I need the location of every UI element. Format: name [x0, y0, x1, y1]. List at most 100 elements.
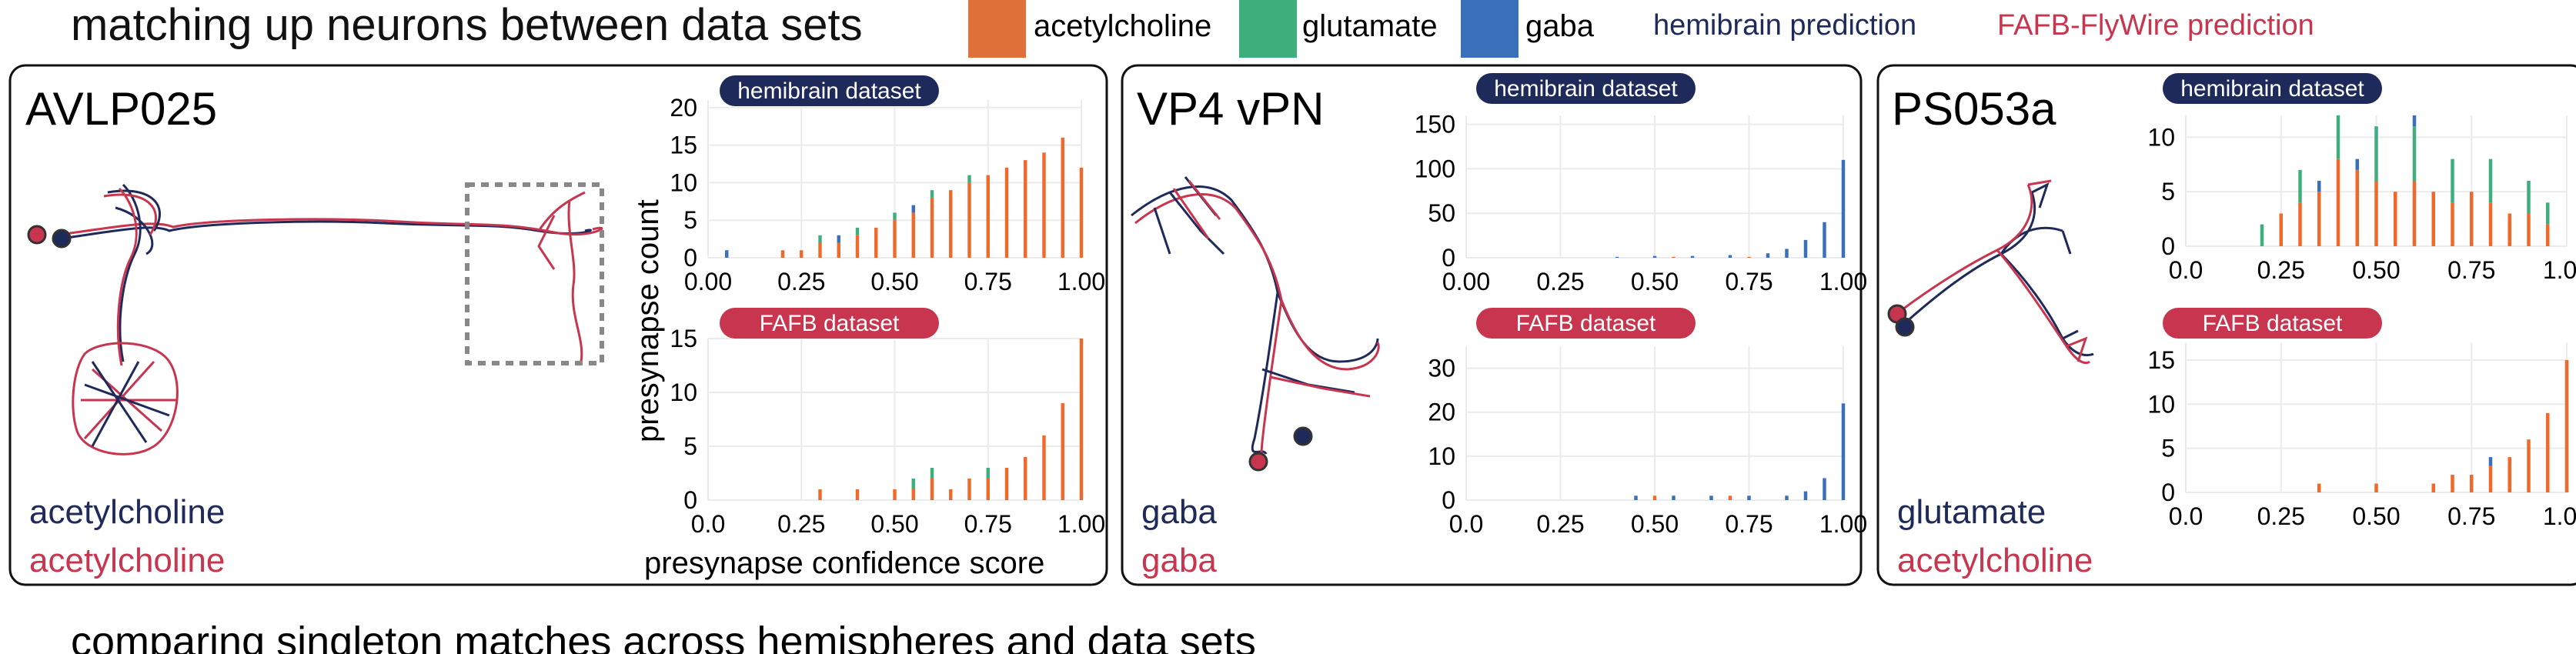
neuron-vp4-hemibrain-arbor [1131, 185, 1379, 455]
bar-acetylcholine [1672, 256, 1676, 258]
neuron-avlp025-fafb-tip [537, 191, 586, 362]
dataset-pill [2163, 73, 2382, 104]
legend-label-glutamate: glutamate [1302, 9, 1438, 43]
bar-acetylcholine [1024, 457, 1027, 500]
bar-acetylcholine [1747, 256, 1751, 258]
bar-glutamate [2336, 115, 2340, 159]
bar-acetylcholine [1042, 435, 1046, 500]
bar-acetylcholine [1004, 468, 1009, 500]
y-tick-label: 0 [1442, 244, 1455, 272]
neuron-ps053a-hemibrain-branch [2031, 182, 2079, 340]
x-tick-label: 0.50 [2352, 256, 2400, 284]
legend-swatch-acetylcholine [968, 0, 1026, 58]
panel-ps053a-hemibrain-prediction: glutamate [1897, 493, 2046, 531]
bar-acetylcholine [967, 479, 971, 500]
bar-acetylcholine [930, 197, 934, 258]
bar-gaba [1785, 249, 1789, 258]
bar-acetylcholine [2546, 412, 2550, 492]
x-tick-label: 0.50 [870, 510, 918, 538]
bar-acetylcholine [855, 489, 860, 500]
bar-acetylcholine [818, 242, 822, 258]
legend-hemibrain-prediction: hemibrain prediction [1653, 9, 1916, 42]
y-tick-label: 15 [670, 325, 697, 352]
y-tick-label: 20 [1428, 399, 1455, 426]
bar-acetylcholine [986, 175, 990, 258]
panel-avlp025-hemibrain-prediction: acetylcholine [29, 493, 225, 531]
panel-vp4-hemibrain-prediction: gaba [1141, 493, 1217, 531]
y-tick-label: 10 [2147, 123, 2175, 151]
y-tick-label: 10 [2147, 390, 2175, 418]
y-tick-label: 0 [1442, 486, 1455, 514]
panel-avlp025-fafb-prediction: acetylcholine [29, 542, 225, 579]
y-tick-label: 10 [670, 379, 697, 406]
bar-acetylcholine [818, 489, 822, 500]
bar-acetylcholine [2470, 475, 2474, 492]
x-tick-label: 0.25 [2257, 256, 2305, 284]
bar-acetylcholine [2374, 483, 2378, 492]
x-tick-label: 0.25 [777, 510, 825, 538]
x-tick-label: 0.00 [684, 268, 732, 295]
bar-acetylcholine [2546, 224, 2550, 246]
transmitter-legend: acetylcholine glutamate gaba hemibrain p… [968, 0, 2314, 58]
panel-vp4-title: VP4 vPN [1137, 83, 1324, 135]
histogram-5: 0.0 0.25 0.50 0.75 1.00 0 5 10 15 FAFB dataset [2147, 308, 2576, 530]
bar-gaba [2412, 115, 2417, 127]
footer-title: comparing singleton matches across hemis… [71, 619, 1256, 654]
bar-gaba [1672, 496, 1676, 500]
neuron-ps053a-morphology [1887, 179, 2094, 365]
panel-avlp025-frame [8, 64, 1108, 586]
bar-acetylcholine [2431, 483, 2435, 492]
bar-gaba [911, 205, 915, 213]
neuron-ps053a-hemibrain-arbor [1904, 192, 2094, 357]
y-tick-label: 20 [670, 94, 697, 122]
bar-acetylcholine [967, 182, 971, 258]
x-tick-label: 0.25 [1536, 510, 1584, 538]
bar-acetylcholine [2470, 192, 2474, 246]
neuron-avlp025-morphology [27, 182, 604, 455]
bar-gaba [1823, 478, 1826, 500]
bar-acetylcholine [893, 489, 897, 500]
y-tick-label: 0 [683, 486, 697, 514]
bar-acetylcholine [1061, 137, 1064, 258]
y-tick-label: 10 [670, 169, 697, 196]
bar-acetylcholine [1728, 496, 1732, 500]
x-tick-label: 0.25 [2257, 502, 2305, 530]
bar-glutamate [2527, 181, 2531, 214]
bar-glutamate [2546, 202, 2550, 225]
bar-gaba [1709, 496, 1713, 500]
bar-acetylcholine [2336, 158, 2340, 246]
bar-acetylcholine [986, 479, 990, 500]
y-tick-label: 15 [2147, 346, 2175, 374]
neuron-vp4-hemibrain-soma [1293, 426, 1313, 446]
bar-acetylcholine [2508, 457, 2511, 492]
x-tick-label: 0.0 [1449, 510, 1483, 538]
bar-acetylcholine [930, 479, 934, 500]
x-tick-label: 0.50 [2352, 502, 2400, 530]
dataset-pill [2163, 308, 2382, 339]
bar-glutamate [986, 468, 990, 479]
x-tick-label: 0.50 [1631, 510, 1679, 538]
x-tick-label: 0.00 [1442, 268, 1490, 295]
bar-gaba [2317, 181, 2321, 192]
bar-gaba [1634, 496, 1638, 500]
neuron-vp4-fafb-soma [1248, 452, 1268, 472]
bar-glutamate [2488, 158, 2493, 203]
neuron-vp4-fafb-branch [1172, 180, 1371, 398]
y-tick-label: 50 [1428, 199, 1455, 227]
legend-swatch-glutamate [1239, 0, 1297, 58]
bar-acetylcholine [1004, 167, 1009, 258]
x-tick-label: 1.00 [1819, 268, 1867, 295]
neuron-avlp025-fafb-branch [103, 187, 157, 366]
x-tick-label: 1.00 [1057, 268, 1105, 295]
bar-acetylcholine [800, 250, 804, 258]
y-tick-label: 5 [683, 432, 697, 460]
histogram-2: 0.00 0.25 0.50 0.75 1.00 0 50 100 150 hemibrain d… [1415, 73, 1867, 295]
legend-swatch-gaba [1461, 0, 1519, 58]
bar-glutamate [2412, 126, 2417, 181]
bar-gaba [1728, 255, 1732, 258]
dataset-label: hemibrain dataset [1494, 76, 1678, 102]
bar-acetylcholine [2488, 202, 2493, 246]
bar-acetylcholine [2451, 475, 2454, 492]
